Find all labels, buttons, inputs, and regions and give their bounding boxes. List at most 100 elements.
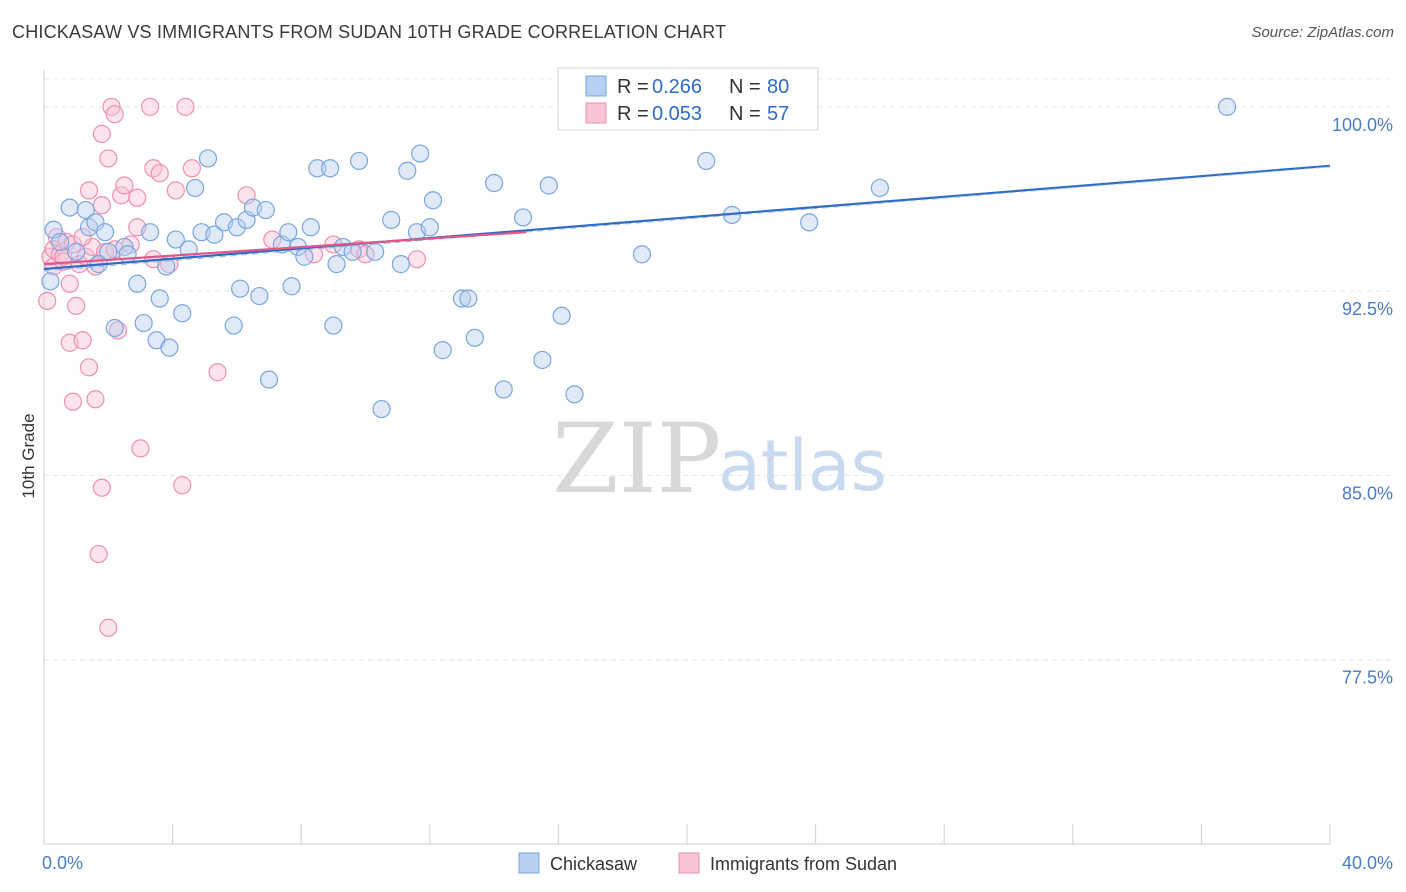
- chickasaw-point: [494, 380, 513, 399]
- chickasaw-point: [539, 176, 558, 195]
- trend-line-chickasaw: [43, 164, 1331, 271]
- bottom-legend-swatch-chickasaw: [518, 852, 540, 874]
- chickasaw-point: [118, 245, 137, 264]
- chickasaw-point: [198, 149, 218, 168]
- chart-title: CHICKASAW VS IMMIGRANTS FROM SUDAN 10TH …: [12, 22, 727, 42]
- y-tick-label: 77.5%: [1342, 668, 1393, 688]
- trend-lines: [43, 164, 1331, 272]
- legend-n-value-chickasaw: 80: [767, 76, 789, 98]
- chickasaw-point: [205, 225, 224, 244]
- bottom-legend-swatch-sudan: [678, 852, 700, 874]
- chickasaw-point: [256, 200, 275, 220]
- legend-n-label-sudan: N =: [729, 103, 761, 125]
- bottom-legend-label-sudan: Immigrants from Sudan: [710, 854, 897, 874]
- chickasaw-point: [282, 277, 301, 296]
- sudan-point: [108, 321, 128, 340]
- y-tick-label: 85.0%: [1342, 483, 1393, 503]
- x-axis-ticks: [43, 824, 1331, 844]
- chickasaw-point: [157, 257, 176, 276]
- y-tick-label: 100.0%: [1332, 115, 1393, 135]
- chart-source: Source: ZipAtlas.com: [1251, 24, 1394, 41]
- sudan-point: [86, 390, 105, 409]
- sudan-point: [92, 196, 111, 215]
- chickasaw-point: [173, 304, 192, 323]
- chickasaw-point: [433, 341, 452, 360]
- legend-r-label-chickasaw: R =: [617, 76, 649, 98]
- chickasaw-point: [50, 232, 70, 252]
- sudan-point: [79, 181, 99, 200]
- sudan-point: [92, 124, 111, 143]
- legend-n-value-sudan: 57: [767, 103, 789, 125]
- correlation-legend: R = 0.266 N = 80 R = 0.053 N = 57: [557, 67, 819, 131]
- chickasaw-point: [391, 255, 410, 274]
- chickasaw-point: [485, 173, 504, 193]
- chickasaw-point: [411, 144, 430, 163]
- series-chickasaw-points: [38, 97, 427, 637]
- chickasaw-point: [382, 210, 401, 229]
- chickasaw-point: [697, 151, 716, 171]
- chickasaw-point: [308, 159, 327, 178]
- chickasaw-point: [160, 338, 179, 357]
- sudan-point: [140, 97, 160, 116]
- sudan-point: [131, 439, 150, 458]
- legend-swatch-chickasaw: [585, 75, 607, 97]
- chickasaw-point: [76, 200, 95, 220]
- sudan-point: [38, 291, 57, 311]
- chickasaw-point: [95, 223, 115, 242]
- chickasaw-point: [105, 318, 124, 338]
- chickasaw-point: [140, 223, 160, 242]
- chickasaw-point: [321, 159, 340, 178]
- chickasaw-point: [186, 178, 205, 198]
- sudan-point: [182, 159, 201, 178]
- legend-n-label-chickasaw: N =: [729, 76, 761, 98]
- legend-r-value-sudan: 0.053: [652, 103, 702, 125]
- sudan-point: [89, 544, 108, 564]
- series-chickasaw-points-top: [41, 97, 1237, 419]
- sudan-point: [67, 296, 86, 315]
- y-axis-title: 10th Grade: [19, 413, 38, 498]
- chickasaw-point: [565, 385, 584, 404]
- chickasaw-point: [870, 178, 890, 198]
- trend-line-sudan: [43, 231, 527, 266]
- chickasaw-point: [398, 161, 417, 180]
- y-tick-labels: 100.0% 92.5% 85.0% 77.5%: [1332, 115, 1393, 688]
- chickasaw-point: [227, 218, 246, 237]
- x-tick-label-min: 0.0%: [42, 853, 83, 873]
- legend-r-label-sudan: R =: [617, 103, 649, 125]
- chickasaw-point: [552, 306, 571, 325]
- bottom-legend-label-chickasaw: Chickasaw: [550, 854, 638, 874]
- watermark-atlas: atlas: [718, 425, 887, 507]
- chickasaw-point: [128, 274, 147, 293]
- chickasaw-point: [465, 328, 484, 347]
- sudan-point: [115, 176, 134, 195]
- sudan-point: [73, 331, 92, 350]
- y-tick-label: 92.5%: [1342, 299, 1393, 319]
- chickasaw-point: [366, 242, 385, 261]
- chickasaw-point: [134, 313, 153, 333]
- chickasaw-point: [279, 223, 298, 242]
- chickasaw-point: [513, 208, 533, 227]
- sudan-point: [60, 274, 79, 293]
- chickasaw-point: [250, 286, 269, 306]
- chickasaw-point: [459, 289, 478, 308]
- legend-swatch-sudan: [585, 102, 607, 124]
- chickasaw-point: [423, 191, 443, 210]
- sudan-point: [63, 392, 83, 411]
- chickasaw-point: [150, 289, 169, 308]
- sudan-point: [79, 358, 99, 377]
- chickasaw-point: [99, 242, 118, 261]
- sudan-point: [150, 164, 169, 183]
- watermark-zip: ZIP: [552, 403, 721, 515]
- chickasaw-point: [41, 272, 60, 291]
- sudan-point: [99, 149, 118, 168]
- chickasaw-point: [324, 316, 343, 335]
- sudan-point: [407, 250, 427, 269]
- sudan-point: [128, 188, 147, 207]
- chickasaw-point: [632, 245, 652, 264]
- chickasaw-point: [1218, 97, 1237, 116]
- sudan-point: [105, 105, 124, 124]
- x-tick-label-max: 40.0%: [1342, 853, 1393, 873]
- chickasaw-point: [372, 399, 391, 419]
- chickasaw-point: [166, 230, 185, 249]
